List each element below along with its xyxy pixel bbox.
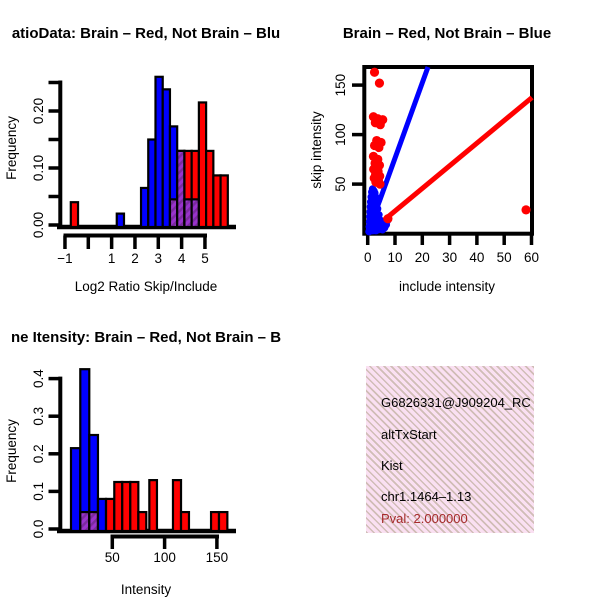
x-tick-label: 20 [415,250,430,265]
y-tick-label: 0.1 [31,482,46,501]
y-tick-label: 0.4 [31,369,46,388]
scatter-xlabel: include intensity [399,279,495,294]
histogram-bar-red [148,479,159,533]
ratio-histogram-xlabel: Log2 Ratio Skip/Include [75,279,218,294]
y-tick-label: 150 [333,74,348,97]
histogram-bar-blue [69,447,82,533]
x-tick-label: 40 [469,250,484,265]
histogram-bar-red [209,510,221,533]
x-tick-label: 1 [108,251,116,266]
y-tick-label: 50 [333,177,348,192]
histogram-bar-red [171,479,183,533]
histogram-bar-red [104,497,116,533]
x-tick-label: 50 [497,250,512,265]
info-event-type: altTxStart [381,427,437,442]
data-point-red [383,214,393,224]
fit-line-red [366,95,534,236]
histogram-bar-red [217,510,229,533]
x-tick-label: 5 [201,251,209,266]
x-tick-label: 3 [155,251,163,266]
x-tick-label: 150 [206,550,229,565]
histogram-bar-red [121,480,132,533]
histogram-bar-red [69,201,80,229]
gene-intensity-histogram-xlabel: Intensity [121,582,172,597]
info-location: chr1.1464–1.13 [381,489,472,504]
plot-box [362,65,534,236]
info-gene-id: G6826331@J909204_RC [381,395,531,410]
histogram-bar-overlap [88,510,100,533]
y-tick-label: 0.0 [31,520,46,539]
data-point-blue [370,189,379,197]
gene-intensity-histogram-panel: 0.0 0.1 0.2 0.3 0.4 50 100 150 [31,368,236,565]
ratio-histogram-panel: 0.00 0.10 0.20 −1 1 2 3 4 5 [31,75,236,266]
x-tick-label: 2 [131,251,139,266]
data-point-red [374,78,385,88]
histogram-bar-red [113,480,124,533]
histogram-bar-blue [96,497,108,533]
data-point-red [375,120,385,130]
histogram-bar-blue [115,212,126,229]
y-tick-label: 0.10 [31,155,46,181]
histogram-bar-blue [79,368,91,533]
y-tick-label: 100 [333,123,348,146]
info-box: G6826331@J909204_RC altTxStart Kist chr1… [366,366,534,533]
x-tick-label: 100 [153,550,176,565]
data-point-red [375,179,385,189]
x-tick-label: 50 [105,550,120,565]
x-tick-label: 60 [524,250,539,265]
histogram-bar-red [219,174,229,229]
info-gene-name: Kist [381,458,403,473]
gene-intensity-histogram-ylabel: Frequency [4,419,19,483]
histogram-bar-overlap [79,510,91,533]
histogram-bar-red [137,510,148,533]
y-tick-label: 0.3 [31,407,46,426]
y-tick-label: 0.00 [31,212,46,238]
ratio-histogram-ylabel: Frequency [4,116,19,180]
y-tick-label: 0.20 [31,98,46,124]
data-point-red [369,67,380,77]
x-tick-label: 0 [364,250,372,265]
x-tick-label: 4 [178,251,186,266]
data-point-red [374,142,384,153]
scatter-ylabel: skip intensity [309,111,324,189]
histogram-bar-red [129,480,140,533]
info-pval: Pval: 2.000000 [381,511,468,526]
scatter-title: Brain – Red, Not Brain – Blue [343,25,551,42]
data-point-red [521,205,531,215]
x-tick-label: 30 [442,250,457,265]
x-tick-label: 10 [387,250,402,265]
intensity-scatter-panel: 0 10 20 30 40 50 60 50 100 150 [333,65,539,265]
histogram-bar-red [179,510,191,533]
gene-intensity-histogram-title: ne Itensity: Brain – Red, Not Brain – B [11,329,281,346]
x-tick-label: −1 [57,251,72,266]
y-tick-label: 0.2 [31,444,46,463]
ratio-histogram-title: atioData: Brain – Red, Not Brain – Blu [12,25,280,42]
